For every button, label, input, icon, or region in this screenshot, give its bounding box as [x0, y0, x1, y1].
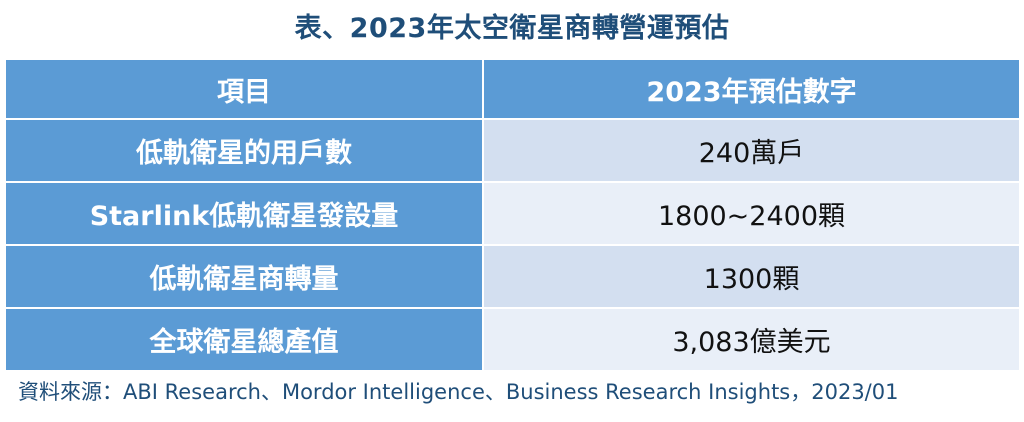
table-row: Starlink低軌衛星發設量 1800~2400顆	[4, 181, 1021, 246]
table-row: 低軌衛星商轉量 1300顆	[4, 244, 1021, 309]
row-label: 低軌衛星商轉量	[4, 244, 484, 309]
table-title: 表、2023年太空衛星商轉營運預估	[294, 13, 730, 44]
table-row: 全球衛星總產值 3,083億美元	[4, 307, 1021, 372]
header-forecast: 2023年預估數字	[482, 58, 1021, 120]
row-label: Starlink低軌衛星發設量	[4, 181, 484, 246]
row-value: 3,083億美元	[482, 307, 1021, 372]
row-value: 240萬戶	[482, 118, 1021, 183]
table-row: 低軌衛星的用戶數 240萬戶	[4, 118, 1021, 183]
forecast-table: 項目 2023年預估數字 低軌衛星的用戶數 240萬戶 Starlink低軌衛星…	[4, 58, 1021, 372]
header-item: 項目	[4, 58, 484, 120]
row-label: 全球衛星總產值	[4, 307, 484, 372]
source-note: 資料來源：ABI Research、Mordor Intelligence、Bu…	[18, 380, 899, 404]
table-header-row: 項目 2023年預估數字	[4, 58, 1021, 120]
row-label: 低軌衛星的用戶數	[4, 118, 484, 183]
row-value: 1800~2400顆	[482, 181, 1021, 246]
row-value: 1300顆	[482, 244, 1021, 309]
